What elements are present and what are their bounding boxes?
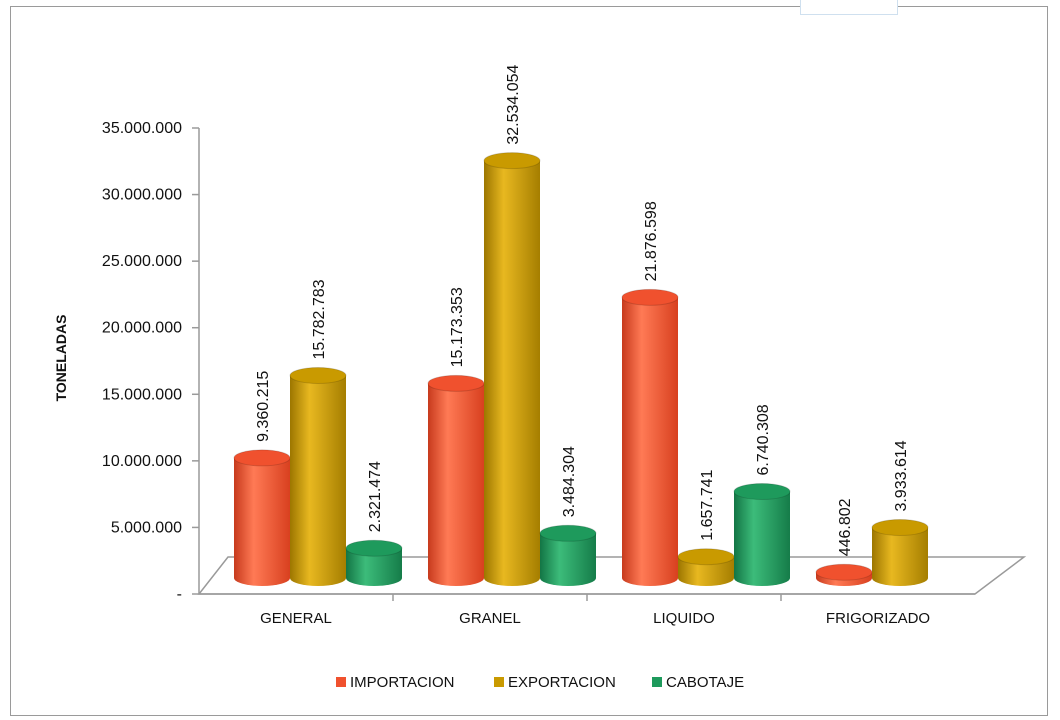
data-label: 32.534.054: [505, 64, 522, 144]
y-axis-label: TONELADAS: [53, 315, 69, 402]
legend: IMPORTACION EXPORTACION CABOTAJE: [336, 674, 744, 691]
bar-importacion: [233, 449, 291, 586]
data-label: 2.321.474: [367, 461, 384, 532]
legend-swatch: [336, 677, 346, 687]
data-label: 3.484.304: [561, 446, 578, 517]
x-ticks: GENERAL GRANEL LIQUIDO FRIGORIZADO: [260, 594, 930, 627]
corner-box: [800, 0, 898, 15]
data-label: 1.657.741: [699, 469, 716, 540]
data-label: 3.933.614: [893, 440, 910, 511]
bar-exportacion: [289, 367, 347, 586]
legend-label: EXPORTACION: [508, 674, 616, 691]
bar-cabotaje: [539, 524, 597, 586]
bar-exportacion: [677, 548, 735, 586]
data-label: 6.740.308: [755, 404, 772, 475]
y-tick-label: 15.000.000: [102, 386, 182, 403]
data-labels: 9.360.215 15.173.353 21.876.598 446.802 15.7…: [255, 64, 910, 556]
data-label: 21.876.598: [643, 201, 660, 281]
bar-exportacion: [483, 152, 541, 586]
data-label: 15.782.783: [311, 279, 328, 359]
y-tick-label: -: [177, 586, 182, 603]
y-tick-label: 30.000.000: [102, 187, 182, 204]
bar-cabotaje: [345, 539, 403, 586]
y-tick-label: 5.000.000: [111, 519, 182, 536]
bar-cabotaje: [733, 483, 791, 586]
bars: [233, 152, 929, 586]
data-label: 446.802: [837, 498, 854, 556]
bar-importacion: [815, 563, 873, 586]
bar-importacion: [621, 288, 679, 586]
bar-importacion: [427, 374, 485, 586]
category-label: FRIGORIZADO: [826, 610, 930, 627]
category-label: GRANEL: [459, 610, 521, 627]
y-tick-label: 25.000.000: [102, 253, 182, 270]
legend-label: CABOTAJE: [666, 674, 744, 691]
legend-swatch: [494, 677, 504, 687]
legend-swatch: [652, 677, 662, 687]
bar-exportacion: [871, 519, 929, 586]
data-label: 15.173.353: [449, 287, 466, 367]
category-label: LIQUIDO: [653, 610, 715, 627]
legend-label: IMPORTACION: [350, 674, 454, 691]
category-label: GENERAL: [260, 610, 332, 627]
data-label: 9.360.215: [255, 371, 272, 442]
y-tick-label: 20.000.000: [102, 320, 182, 337]
y-tick-label: 35.000.000: [102, 120, 182, 137]
y-tick-label: 10.000.000: [102, 453, 182, 470]
y-ticks: - 5.000.000 10.000.000 15.000.000 20.000.000…: [102, 120, 199, 603]
